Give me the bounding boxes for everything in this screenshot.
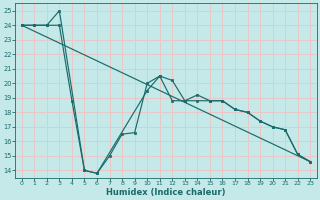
X-axis label: Humidex (Indice chaleur): Humidex (Indice chaleur) [106, 188, 226, 197]
